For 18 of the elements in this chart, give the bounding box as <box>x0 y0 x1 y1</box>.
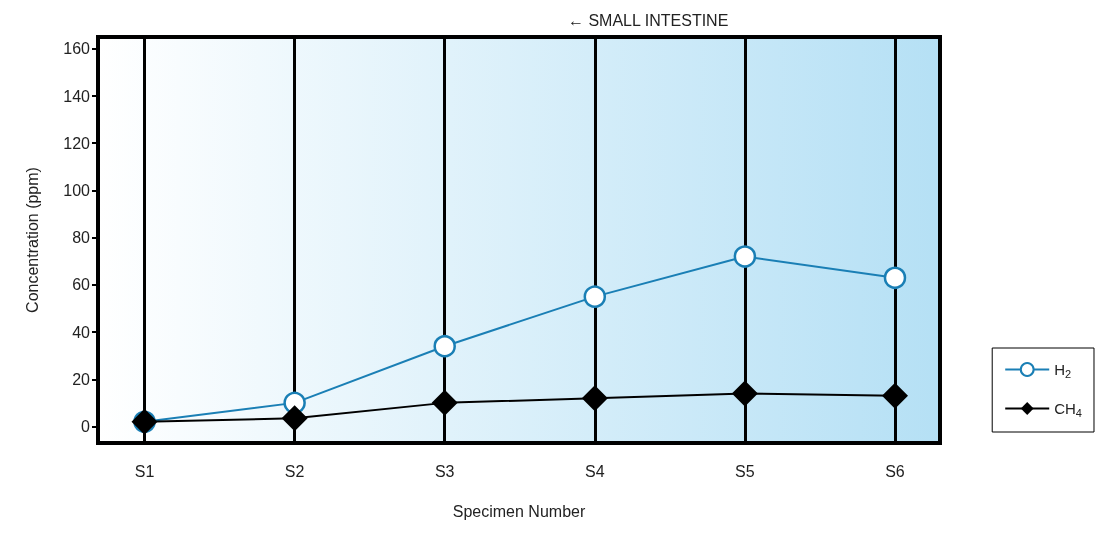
y-tick-label: 40 <box>72 323 91 341</box>
y-axis-title: Concentration (ppm) <box>23 167 41 313</box>
x-tick-label: S5 <box>735 462 755 480</box>
y-tick-label: 20 <box>72 370 91 388</box>
y-tick-label: 160 <box>63 40 91 58</box>
x-tick-label: S3 <box>434 462 455 480</box>
y-tick-label: 80 <box>72 229 91 247</box>
y-tick-label: 0 <box>81 417 91 435</box>
y-tick-label: 140 <box>63 87 91 105</box>
y-tick-label: 120 <box>63 134 91 152</box>
x-tick-label: S1 <box>134 462 155 480</box>
y-tick-label: 60 <box>72 276 91 294</box>
x-tick-label: S4 <box>585 462 605 480</box>
y-tick-label: 100 <box>63 181 91 199</box>
x-axis-title: Specimen Number <box>452 502 586 520</box>
x-tick-label: S2 <box>284 462 305 480</box>
text: ← SMALL INTESTINE <box>568 11 729 29</box>
x-tick-label: S6 <box>885 462 905 480</box>
